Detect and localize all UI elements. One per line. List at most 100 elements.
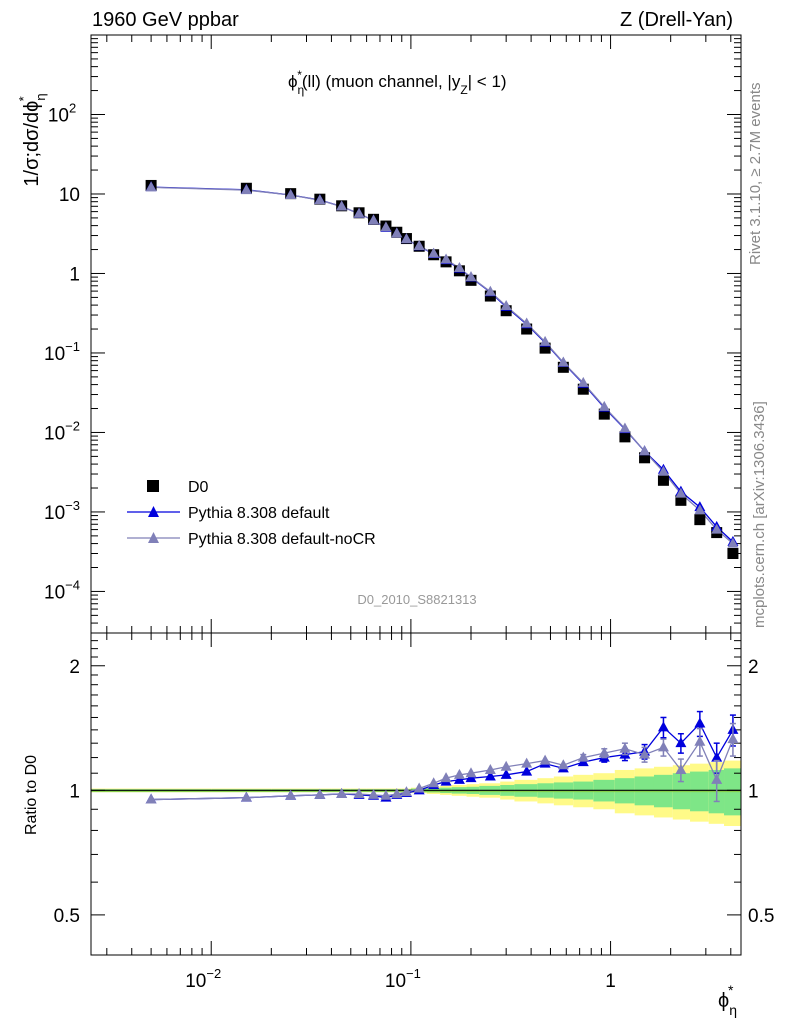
ratio-point-nocr	[711, 773, 723, 784]
legend: D0 Pythia 8.308 default Pythia 8.308 def…	[127, 479, 376, 548]
data-point-d0	[727, 548, 739, 560]
ratio-point-nocr	[440, 772, 452, 783]
ratio-point-nocr	[453, 768, 465, 779]
data-point-d0	[539, 342, 551, 354]
mc-point-nocr	[577, 376, 589, 387]
ratio-y-tick-label: 2	[69, 657, 80, 678]
legend-label-d0: D0	[188, 479, 209, 496]
mc-point-nocr	[353, 207, 365, 218]
ratio-point-nocr	[577, 751, 589, 762]
mc-point-nocr	[336, 200, 348, 211]
ratio-point-default	[711, 751, 723, 762]
y-tick-label: 10−2	[44, 418, 80, 444]
y-tick-label: 102	[48, 100, 76, 126]
ratio-point-nocr	[314, 788, 326, 799]
mc-point-nocr	[391, 227, 403, 238]
mc-point-nocr	[380, 221, 392, 232]
data-point-d0	[577, 383, 589, 395]
data-point-d0	[675, 494, 687, 506]
x-tick-label: 1	[605, 971, 616, 992]
ratio-point-nocr	[285, 789, 297, 800]
plot-title: ϕη*(ll) (muon channel, |yZ| < 1)	[288, 68, 507, 97]
ratio-point-nocr	[145, 793, 157, 804]
mc-point-nocr	[639, 445, 651, 456]
ratio-plot-frame	[90, 632, 742, 956]
ratio-y-tick-label-right: 0.5	[748, 906, 774, 927]
ratio-point-default	[500, 768, 512, 779]
rivet-version-label: Rivet 3.1.10, ≥ 2.7M events	[747, 83, 764, 266]
x-tick-label: 10−2	[185, 966, 221, 992]
ratio-point-default	[657, 721, 669, 732]
ratio-point-nocr	[353, 787, 365, 798]
tick-labels: 10−2 10−1 1 10−4 10−3 10−2 10−1 1 10 102 0.5 0.5 1 1 2…	[44, 100, 774, 992]
ratio-point-nocr	[539, 754, 551, 765]
y-axis-label-main: 1/σ;dσ/dϕη*	[16, 93, 48, 186]
mcplots-label: mcplots.cern.ch [arXiv:1306.3436]	[751, 401, 768, 628]
mc-point-nocr	[521, 317, 533, 328]
ratio-point-nocr	[500, 760, 512, 771]
data-point-d0	[694, 514, 706, 526]
header-left: 1960 GeV ppbar	[92, 9, 239, 31]
ratio-point-nocr	[727, 733, 739, 744]
ratio-y-tick-label: 1	[69, 781, 80, 802]
mc-point-nocr	[694, 504, 706, 515]
data-point-d0	[639, 452, 651, 464]
mc-point-nocr	[598, 400, 610, 411]
analysis-watermark: D0_2010_S8821313	[357, 592, 476, 607]
ratio-y-tick-label: 0.5	[54, 906, 80, 927]
mc-point-nocr	[314, 194, 326, 205]
mc-point-nocr	[440, 253, 452, 264]
svg-text:Ratio to D0: Ratio to D0	[23, 755, 40, 835]
data-point-d0	[657, 474, 669, 486]
mc-point-nocr	[675, 487, 687, 498]
ratio-point-default	[694, 717, 706, 728]
mc-point-nocr	[285, 189, 297, 200]
ratio-point-nocr	[657, 741, 669, 752]
ratio-point-nocr	[694, 735, 706, 746]
mc-point-nocr	[465, 271, 477, 282]
ratio-point-default	[521, 765, 533, 776]
ratio-point-default	[484, 770, 496, 781]
y-tick-label: 10	[59, 185, 80, 206]
mc-point-nocr	[368, 214, 380, 225]
ratio-point-default	[675, 737, 687, 748]
ratio-point-nocr	[240, 791, 252, 802]
legend-label-nocr: Pythia 8.308 default-noCR	[188, 531, 376, 548]
y-tick-label: 10−3	[44, 498, 80, 524]
svg-text:mcplots.cern.ch [arXiv:1306.34: mcplots.cern.ch [arXiv:1306.3436]	[751, 401, 768, 628]
axis-ticks	[91, 35, 741, 956]
ratio-series	[145, 710, 739, 804]
ratio-point-nocr	[336, 787, 348, 798]
x-axis-label-text: ϕη*	[718, 982, 737, 1018]
ratio-point-nocr	[413, 782, 425, 793]
ratio-point-nocr	[380, 789, 392, 800]
x-axis-label: ϕη*	[718, 982, 737, 1018]
data-point-d0	[619, 431, 631, 443]
mc-point-nocr	[619, 422, 631, 433]
ratio-point-nocr	[598, 747, 610, 758]
mc-point-nocr	[240, 184, 252, 195]
ratio-point-nocr	[465, 767, 477, 778]
legend-label-default: Pythia 8.308 default	[188, 505, 330, 522]
data-point-d0	[557, 361, 569, 373]
series-line-nocr	[151, 186, 734, 545]
plot-title-text: ϕη*(ll) (muon channel, |yZ| < 1)	[288, 68, 507, 97]
ratio-point-default	[453, 773, 465, 784]
legend-marker-nocr	[148, 532, 159, 543]
mc-point-nocr	[145, 181, 157, 192]
data-point-d0	[521, 323, 533, 335]
ratio-point-nocr	[400, 786, 412, 797]
x-tick-label: 10−1	[385, 966, 421, 992]
ratio-point-nocr	[484, 763, 496, 774]
mc-point-nocr	[657, 465, 669, 476]
svg-text:Rivet 3.1.10, ≥ 2.7M events: Rivet 3.1.10, ≥ 2.7M events	[747, 83, 764, 266]
mc-point-nocr	[453, 262, 465, 273]
ratio-point-nocr	[368, 788, 380, 799]
ratio-point-nocr	[521, 757, 533, 768]
y-tick-label: 1	[69, 264, 80, 285]
y-axis-label-ratio: Ratio to D0	[23, 755, 40, 835]
mc-point-nocr	[727, 537, 739, 548]
mc-point-nocr	[428, 247, 440, 258]
header-right: Z (Drell-Yan)	[620, 9, 733, 31]
